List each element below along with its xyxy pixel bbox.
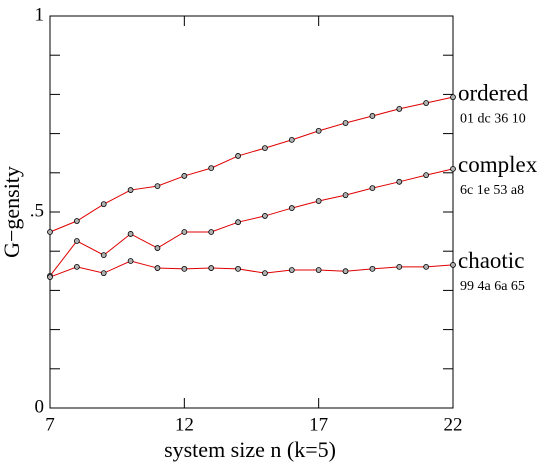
point [288,267,295,273]
point [47,274,53,280]
point [208,265,215,271]
point [396,263,403,270]
point [262,145,268,152]
point [288,136,295,143]
y-tick-label: 0 [35,396,45,417]
point [315,127,322,134]
point [262,213,268,219]
series-code: 01 dc 36 10 [460,111,526,126]
point [423,100,430,106]
point [315,198,322,204]
point [154,265,161,271]
point [100,270,107,277]
point [154,245,161,251]
point [396,106,403,112]
series-label: complex [458,152,538,177]
x-axis-title: system size n (k=5) [164,437,336,462]
point [235,265,241,272]
point [100,252,107,259]
point [342,192,349,199]
x-tick-label: 12 [175,414,194,435]
y-axis-title: G−gensity [0,166,24,258]
point [450,165,456,172]
point [73,238,80,244]
point [235,219,241,226]
y-tick-label: .5 [30,200,44,221]
point [208,165,215,171]
point [181,173,188,179]
point [369,113,376,119]
point [369,265,376,272]
point [235,153,241,159]
point [450,262,456,268]
x-tick-label: 7 [45,414,55,435]
series-code: 99 4a 6a 65 [460,279,525,294]
x-tick-label: 17 [309,414,328,435]
plot-frame [49,15,454,409]
point [342,120,349,126]
point [181,265,188,272]
series-line [49,96,454,233]
point [423,263,430,270]
point [127,231,134,237]
point [342,268,349,275]
point [47,229,53,235]
y-tick-label: 1 [35,4,45,25]
point [100,201,107,208]
point [127,187,134,193]
series-label: chaotic [458,248,524,273]
point [154,183,161,190]
series-line [49,168,454,277]
point [450,94,456,101]
point [423,172,430,179]
point [288,205,295,211]
series-line [49,260,454,278]
point [127,258,134,264]
point [73,218,80,224]
point [73,263,80,270]
series-label: ordered [458,80,529,105]
x-tick-label: 22 [444,414,463,435]
point [396,178,403,185]
point [369,185,376,191]
point [315,267,322,273]
series-code: 6c 1e 53 a8 [460,183,524,198]
point [208,229,215,235]
point [262,270,268,277]
point [181,229,188,235]
